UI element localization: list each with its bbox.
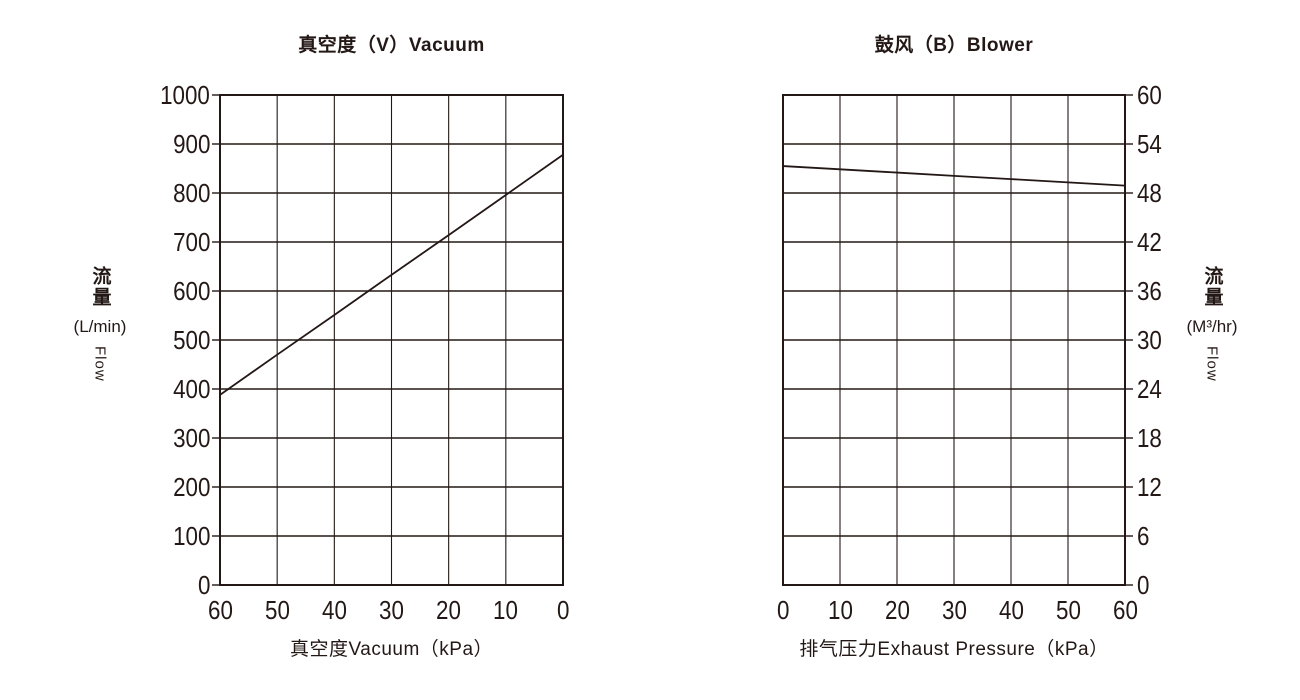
vacuum-flow-data-line — [219, 154, 564, 396]
y-tick-label: 36 — [1137, 276, 1162, 306]
y-tick-label: 400 — [172, 374, 210, 404]
plot-border — [782, 94, 1126, 586]
x-tick-label: 0 — [776, 595, 790, 625]
blower-plot-area — [782, 94, 1133, 586]
x-tick-label: 30 — [941, 595, 967, 625]
y-tick-label: 100 — [172, 521, 210, 551]
x-tick-label: 60 — [207, 595, 233, 625]
x-tick-label: 50 — [1055, 595, 1081, 625]
blower-flow-data-line — [782, 165, 1126, 187]
x-tick-label: 50 — [264, 595, 290, 625]
y-tick-label: 0 — [197, 570, 210, 600]
x-tick-label: 10 — [493, 595, 519, 625]
blower-x-axis-title: 排气压力Exhaust Pressure（kPa） — [799, 639, 1109, 660]
vacuum-chart-title: 真空度（V）Vacuum — [298, 35, 485, 56]
y-tick-label: 500 — [172, 325, 210, 355]
y-tick-label: 54 — [1137, 129, 1162, 159]
blower-y-axis-label-block: 流量 (M³/hr) Flow — [1164, 266, 1260, 382]
y-tick-label: 900 — [172, 129, 210, 159]
y-tick-label: 24 — [1137, 374, 1162, 404]
x-tick-label: 40 — [321, 595, 347, 625]
vacuum-y-axis-label-block: 流量 (L/min) Flow — [52, 266, 148, 382]
y-tick-label: 42 — [1137, 227, 1162, 257]
flow-label-cjk: 流量 — [1201, 266, 1223, 308]
y-tick-label: 18 — [1137, 423, 1162, 453]
plot-border — [219, 94, 564, 586]
x-tick-label: 30 — [379, 595, 404, 625]
flow-label-en: Flow — [1203, 346, 1221, 382]
blower-chart-title: 鼓风（B）Blower — [874, 35, 1034, 56]
x-tick-label: 20 — [884, 595, 910, 625]
y-tick-label: 800 — [172, 178, 210, 208]
x-tick-label: 0 — [556, 595, 570, 625]
y-tick-label: 12 — [1137, 472, 1162, 502]
y-tick-label: 48 — [1137, 178, 1162, 208]
x-tick-label: 10 — [827, 595, 853, 625]
y-tick-label: 6 — [1137, 521, 1150, 551]
y-tick-label: 200 — [172, 472, 210, 502]
x-tick-label: 60 — [1112, 595, 1138, 625]
flow-unit-label: (M³/hr) — [1186, 317, 1238, 336]
flow-label-cjk: 流量 — [89, 266, 111, 308]
flow-unit-label: (L/min) — [73, 317, 127, 336]
y-tick-label: 60 — [1137, 80, 1162, 110]
y-tick-label: 0 — [1137, 570, 1150, 600]
x-tick-label: 20 — [436, 595, 462, 625]
y-tick-label: 600 — [172, 276, 210, 306]
y-tick-label: 1000 — [160, 80, 210, 110]
y-tick-label: 30 — [1137, 325, 1162, 355]
y-tick-label: 300 — [172, 423, 210, 453]
flow-label-en: Flow — [91, 346, 109, 382]
y-tick-label: 700 — [172, 227, 210, 257]
x-tick-label: 40 — [998, 595, 1024, 625]
vacuum-plot-area — [212, 94, 564, 586]
vacuum-x-axis-title: 真空度Vacuum（kPa） — [289, 639, 494, 660]
